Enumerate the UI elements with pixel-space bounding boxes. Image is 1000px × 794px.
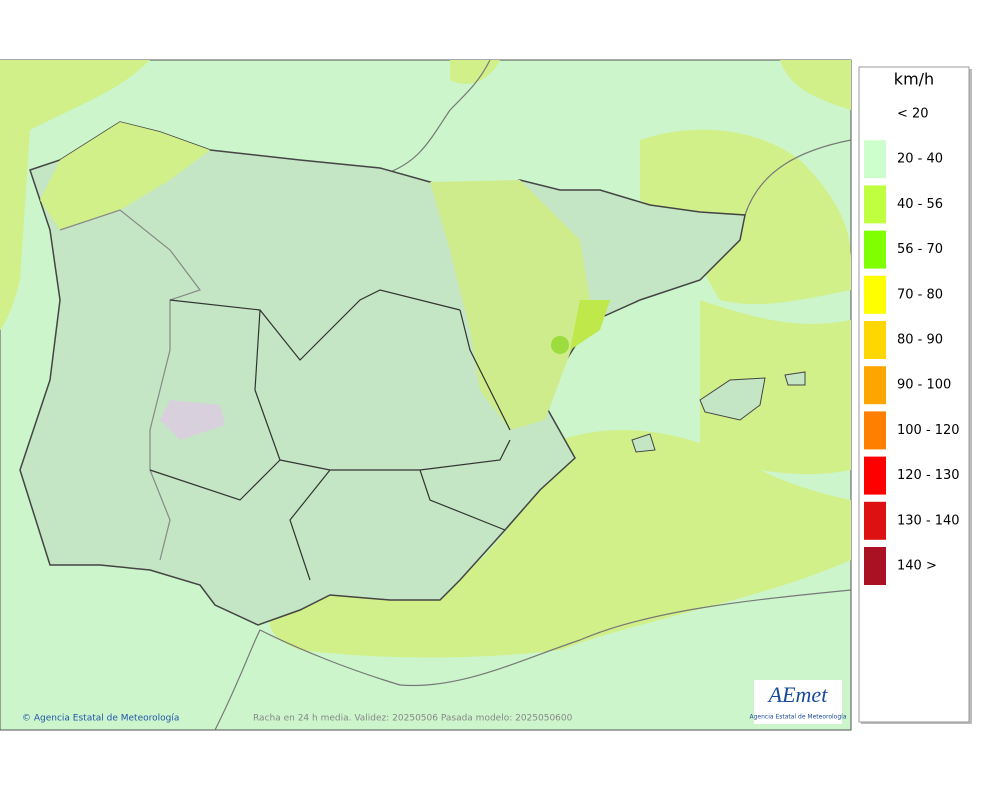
legend-label: 56 - 70 xyxy=(897,242,943,257)
zone-40-56 xyxy=(640,129,851,305)
zone-40-56 xyxy=(40,122,210,230)
france-coast xyxy=(744,139,852,216)
menorca xyxy=(784,371,806,386)
legend-swatch xyxy=(864,275,886,314)
legend-label: 20 - 40 xyxy=(897,152,943,167)
portugal-border xyxy=(59,209,201,561)
legend-items: < 20 20 - 40 40 - 56 56 - 70 70 - 80 80 - 90 9… xyxy=(864,95,960,585)
credit: © Agencia Estatal de Meteorología xyxy=(22,714,179,724)
legend-label: 80 - 90 xyxy=(897,333,943,348)
legend-swatch xyxy=(864,501,886,540)
logo-box xyxy=(754,680,842,724)
france-coast xyxy=(389,59,491,173)
legend-title: km/h xyxy=(894,70,934,89)
caption: Racha en 24 h media. Validez: 20250506 P… xyxy=(253,714,573,724)
legend-label: 100 - 120 xyxy=(897,423,960,438)
legend-label: 40 - 56 xyxy=(897,197,943,212)
zone-40-56 xyxy=(0,60,150,330)
legend-label: 70 - 80 xyxy=(897,287,943,302)
africa-coast xyxy=(214,589,852,731)
legend-swatch xyxy=(864,456,886,495)
zone-40-56 xyxy=(780,60,851,110)
region-borders xyxy=(149,289,511,581)
legend-label: 90 - 100 xyxy=(897,378,951,393)
legend-swatch xyxy=(864,95,886,133)
legend-swatch xyxy=(864,366,886,405)
mallorca xyxy=(699,377,766,421)
legend-label: 130 - 140 xyxy=(897,513,960,528)
zone-40-56 xyxy=(700,300,851,475)
zone-40-56 xyxy=(430,180,590,430)
map: © Agencia Estatal de Meteorología Racha … xyxy=(0,59,852,731)
logo-subtitle: Agencia Estatal de Meteorología xyxy=(750,714,847,721)
legend-swatch xyxy=(864,411,886,450)
legend-swatch xyxy=(864,185,886,224)
legend-label: < 20 xyxy=(897,107,929,122)
legend-swatch xyxy=(864,230,886,269)
legend-label: 140 > xyxy=(897,559,937,574)
ibiza xyxy=(631,433,656,453)
zone-40-56 xyxy=(570,300,610,350)
zone-under-20 xyxy=(160,400,225,440)
zone-56-70 xyxy=(551,336,569,354)
legend-swatch xyxy=(864,321,886,359)
legend-swatch xyxy=(864,547,886,585)
logo: AEmet xyxy=(767,682,829,707)
legend-swatch xyxy=(864,140,886,179)
legend-label: 120 - 130 xyxy=(897,468,960,483)
